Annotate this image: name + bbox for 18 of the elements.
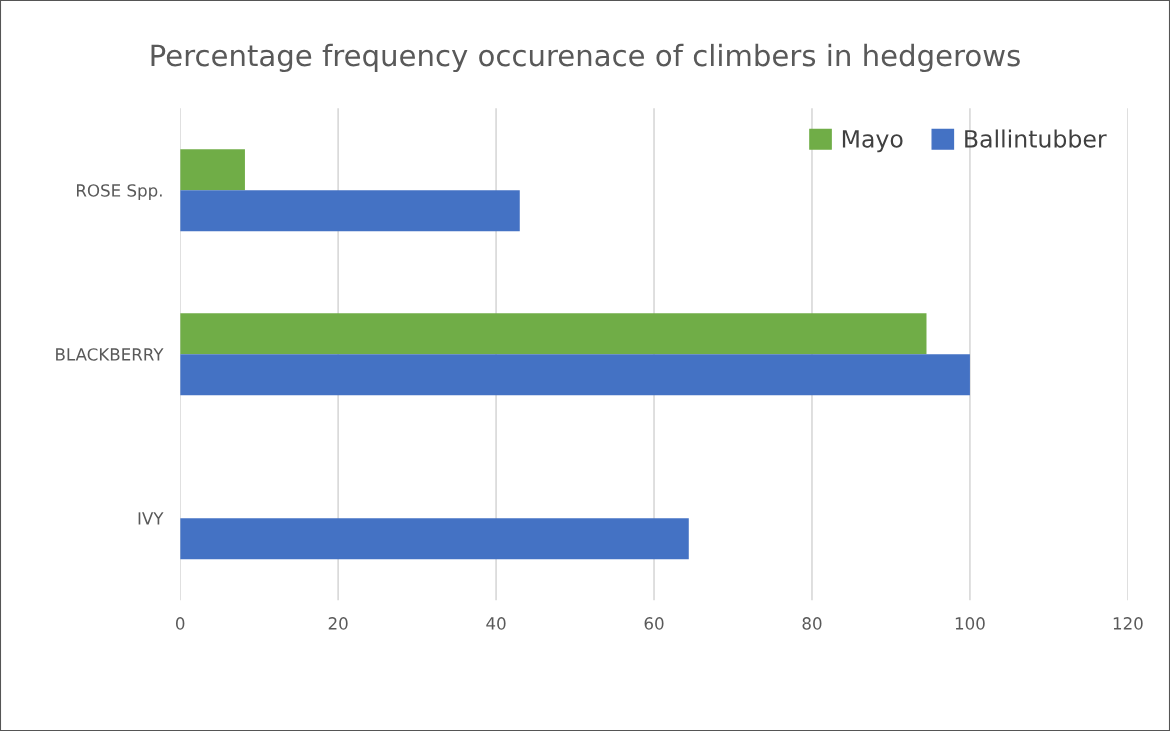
x-tick-label: 80: [802, 617, 822, 630]
legend-label: Ballintubber: [965, 129, 1107, 148]
legend-label: Mayo: [842, 130, 903, 153]
y-tick-label: ROSE Spp.: [77, 184, 162, 200]
x-tick-label: 40: [486, 617, 506, 630]
bar: [180, 518, 689, 560]
bar: [180, 354, 970, 396]
x-tick-label: 100: [955, 617, 985, 630]
y-tick-label: BLACKBERRY: [56, 348, 164, 361]
bar: [180, 313, 927, 355]
y-tick-label: IVY: [138, 512, 164, 525]
bar: [180, 149, 245, 191]
x-tick-label: 20: [328, 617, 348, 630]
x-tick-label: 60: [644, 617, 664, 630]
chart-title: Percentage frequency occurenace of climbers in hedgerows: [151, 43, 1020, 73]
x-tick-label: 0: [175, 617, 185, 630]
x-tick-label: 120: [1113, 617, 1143, 630]
bar: [180, 190, 520, 232]
